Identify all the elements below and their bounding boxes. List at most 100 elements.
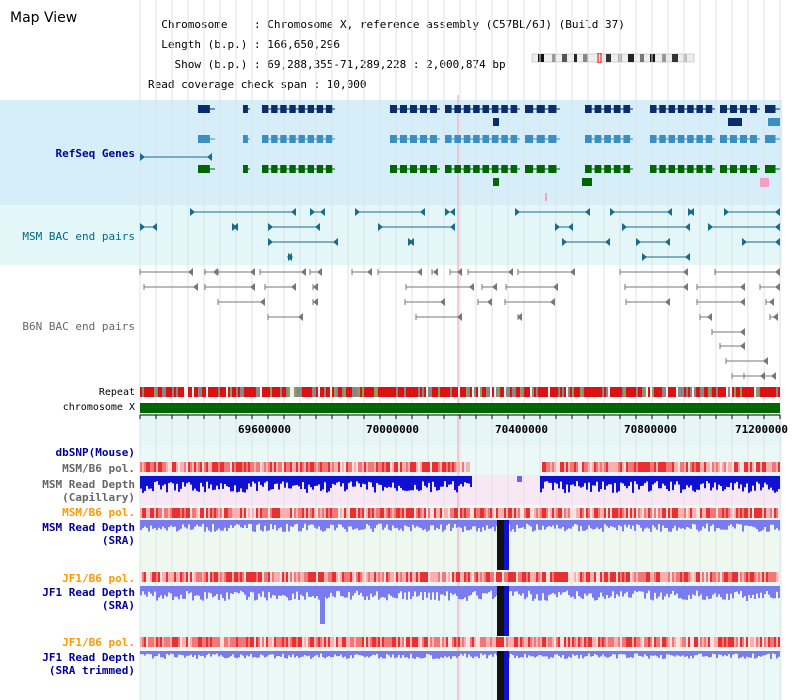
jf1-b6-pol-label[interactable]: JF1/B6 pol. [62, 572, 135, 585]
polymorphism-mark [474, 572, 476, 582]
polymorphism-mark [644, 572, 646, 582]
polymorphism-mark [240, 508, 242, 518]
repeat-mark [276, 387, 278, 397]
depth-bar [476, 651, 478, 657]
bac-end [622, 223, 627, 231]
depth-bar [228, 476, 230, 488]
depth-bar [522, 520, 524, 528]
depth-bar [528, 520, 530, 526]
gene-exon [307, 135, 315, 143]
repeat-mark [488, 387, 490, 397]
polymorphism-mark [252, 508, 254, 518]
polymorphism-mark [184, 508, 186, 518]
gene-exon [525, 165, 534, 173]
polymorphism-mark [754, 508, 756, 518]
bac-end [492, 283, 497, 291]
polymorphism-mark [460, 637, 462, 647]
bac-end [320, 208, 325, 216]
polymorphism-mark [160, 637, 162, 647]
polymorphism-mark [566, 572, 568, 582]
jf1-b6-pol-label-2[interactable]: JF1/B6 pol. [62, 636, 135, 649]
depth-bar [444, 520, 446, 530]
depth-bar [390, 586, 392, 596]
polymorphism-mark [468, 462, 470, 472]
depth-bar [470, 651, 472, 657]
depth-bar [162, 476, 164, 486]
polymorphism-mark [708, 462, 710, 472]
msm-bac-label[interactable]: MSM BAC end pairs [22, 230, 135, 243]
polymorphism-mark [250, 508, 252, 518]
depth-bar [618, 520, 620, 526]
bac-end [213, 268, 218, 276]
bac-end [740, 283, 745, 291]
polymorphism-mark [704, 637, 706, 647]
repeat-mark [326, 387, 328, 397]
polymorphism-mark [202, 572, 204, 582]
polymorphism-mark [714, 508, 716, 518]
dbsnp-label[interactable]: dbSNP(Mouse) [55, 446, 135, 459]
polymorphism-mark [304, 637, 306, 647]
depth-bar [188, 651, 190, 656]
polymorphism-mark [742, 508, 744, 518]
depth-bar [356, 651, 358, 655]
repeat-mark [596, 387, 598, 397]
b6n-bac-label[interactable]: B6N BAC end pairs [22, 320, 135, 333]
polymorphism-mark [772, 508, 774, 518]
polymorphism-mark [338, 508, 340, 518]
depth-bar [442, 520, 444, 532]
polymorphism-mark [220, 637, 222, 647]
depth-bar [540, 586, 542, 601]
depth-bar [384, 651, 386, 659]
polymorphism-mark [380, 508, 382, 518]
jf1-read-depth-sra-label[interactable]: JF1 Read Depth (SRA) [42, 586, 135, 612]
polymorphism-mark [302, 572, 304, 582]
depth-bar [262, 476, 264, 487]
depth-bar [444, 651, 446, 657]
repeat-mark [648, 387, 650, 397]
refseq-genes-label[interactable]: RefSeq Genes [55, 147, 135, 160]
polymorphism-mark [154, 462, 156, 472]
jf1-read-depth-trimmed-label[interactable]: JF1 Read Depth (SRA trimmed) [42, 651, 135, 677]
polymorphism-mark [266, 637, 268, 647]
repeat-mark [324, 387, 326, 397]
depth-bar [454, 520, 456, 525]
polymorphism-mark [588, 462, 590, 472]
msm-b6-pol-label-2[interactable]: MSM/B6 pol. [62, 506, 135, 519]
depth-bar [160, 520, 162, 530]
depth-bar [142, 586, 144, 592]
bac-end [140, 223, 145, 231]
polymorphism-mark [310, 508, 312, 518]
polymorphism-mark [508, 637, 510, 647]
depth-bar [484, 651, 486, 655]
polymorphism-mark [218, 508, 220, 518]
msm-read-depth-sra-label[interactable]: MSM Read Depth (SRA) [42, 521, 135, 547]
polymorphism-mark [160, 462, 162, 472]
gene-exon [659, 135, 666, 143]
polymorphism-mark [708, 508, 710, 518]
depth-bar [222, 476, 224, 489]
gene-exon [289, 135, 296, 143]
polymorphism-mark [688, 508, 690, 518]
polymorphism-mark [514, 508, 516, 518]
gene-exon [298, 165, 305, 173]
polymorphism-mark [606, 508, 608, 518]
polymorphism-mark [544, 462, 546, 472]
depth-bar [668, 586, 670, 598]
polymorphism-mark [776, 508, 778, 518]
polymorphism-mark [654, 637, 656, 647]
polymorphism-mark [168, 637, 170, 647]
depth-bar [430, 586, 432, 600]
repeat-mark [552, 387, 554, 397]
depth-bar [674, 520, 676, 526]
polymorphism-mark [152, 508, 154, 518]
polymorphism-mark [228, 572, 230, 582]
msm-read-depth-capillary-label[interactable]: MSM Read Depth (Capillary) [42, 478, 135, 504]
gene-exon [585, 135, 592, 143]
bac-end [355, 208, 360, 216]
depth-bar [358, 651, 360, 656]
polymorphism-mark [778, 637, 780, 647]
msm-b6-pol-label[interactable]: MSM/B6 pol. [62, 462, 135, 475]
depth-bar [372, 586, 374, 598]
depth-bar [740, 586, 742, 592]
